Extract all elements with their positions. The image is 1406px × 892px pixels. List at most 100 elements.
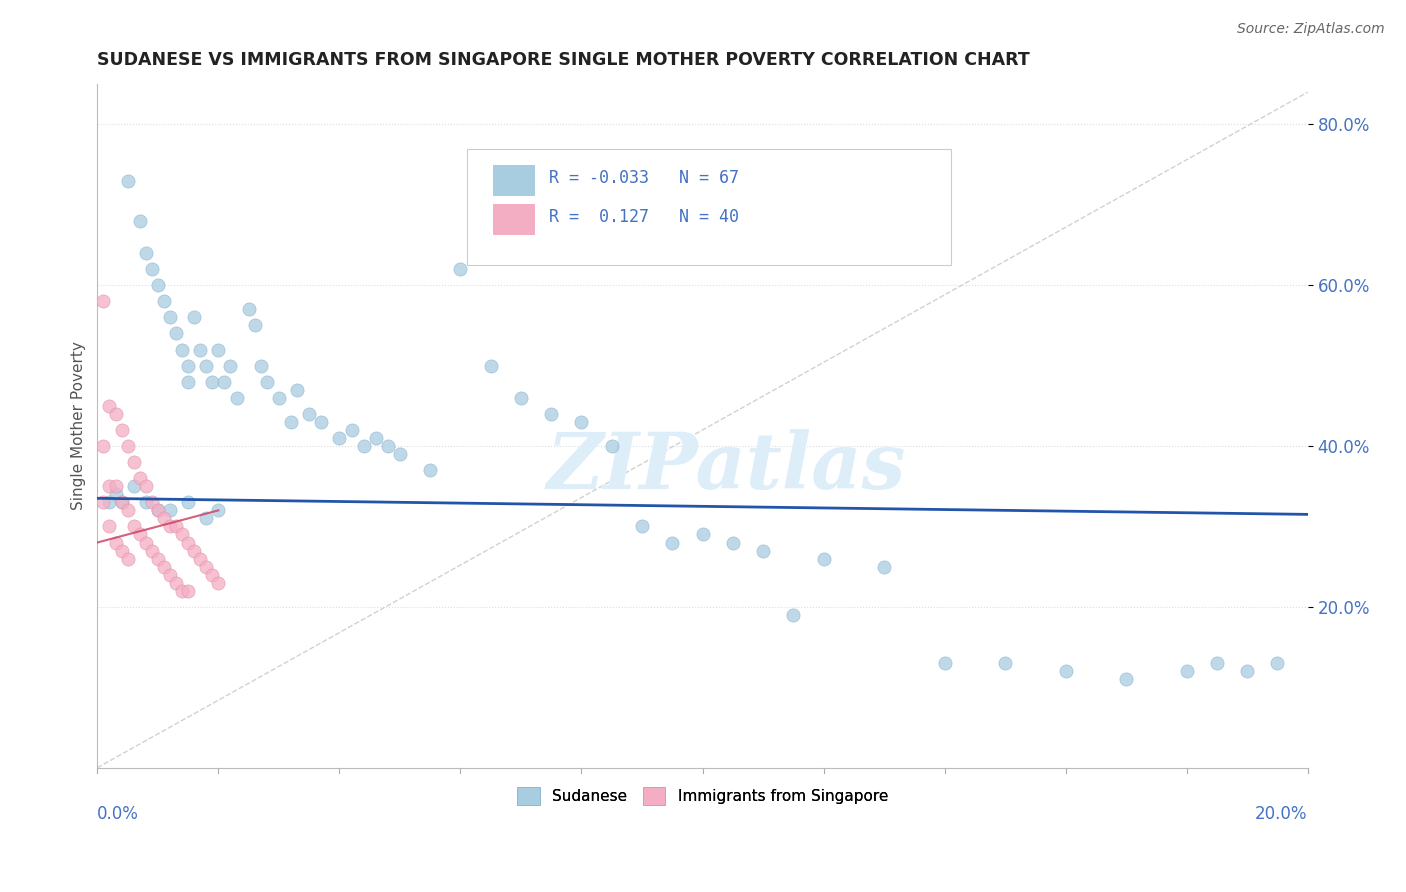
Point — [692, 527, 714, 541]
Point — [661, 535, 683, 549]
Point — [195, 359, 218, 373]
Point — [934, 656, 956, 670]
FancyBboxPatch shape — [494, 203, 536, 235]
Point — [146, 503, 169, 517]
Point — [153, 559, 176, 574]
Point — [631, 519, 654, 533]
Point — [600, 439, 623, 453]
Point — [159, 519, 181, 533]
Point — [752, 543, 775, 558]
Point — [117, 173, 139, 187]
Point — [183, 543, 205, 558]
Point — [309, 415, 332, 429]
Point — [177, 375, 200, 389]
Point — [135, 535, 157, 549]
Point — [994, 656, 1017, 670]
Point — [721, 535, 744, 549]
Point — [377, 439, 399, 453]
Point — [146, 551, 169, 566]
Point — [146, 503, 169, 517]
Point — [141, 495, 163, 509]
Point — [135, 246, 157, 260]
Point — [280, 415, 302, 429]
Legend: Sudanese, Immigrants from Singapore: Sudanese, Immigrants from Singapore — [510, 780, 894, 812]
Point — [110, 423, 132, 437]
Point — [93, 439, 115, 453]
Point — [219, 359, 242, 373]
Point — [141, 543, 163, 558]
Point — [135, 495, 157, 509]
Point — [159, 310, 181, 325]
Point — [510, 391, 533, 405]
Point — [153, 294, 176, 309]
Point — [177, 535, 200, 549]
Point — [177, 583, 200, 598]
Point — [267, 391, 290, 405]
Point — [1206, 656, 1229, 670]
Point — [353, 439, 375, 453]
Point — [141, 262, 163, 277]
Point — [135, 479, 157, 493]
Point — [170, 583, 193, 598]
Point — [98, 495, 121, 509]
Point — [117, 503, 139, 517]
Point — [117, 439, 139, 453]
Point — [571, 415, 593, 429]
Point — [201, 567, 224, 582]
Point — [195, 559, 218, 574]
Point — [328, 431, 350, 445]
Text: 20.0%: 20.0% — [1256, 805, 1308, 823]
Point — [165, 326, 187, 341]
Point — [122, 519, 145, 533]
Point — [188, 551, 211, 566]
Point — [183, 310, 205, 325]
Point — [170, 527, 193, 541]
Point — [128, 471, 150, 485]
Point — [540, 407, 562, 421]
Point — [479, 359, 502, 373]
Point — [104, 479, 127, 493]
FancyBboxPatch shape — [494, 165, 536, 195]
Point — [388, 447, 411, 461]
Point — [1236, 664, 1258, 678]
Point — [298, 407, 321, 421]
Point — [207, 503, 229, 517]
Point — [93, 495, 115, 509]
Point — [1054, 664, 1077, 678]
Text: Source: ZipAtlas.com: Source: ZipAtlas.com — [1237, 22, 1385, 37]
FancyBboxPatch shape — [467, 149, 950, 265]
Point — [128, 214, 150, 228]
Point — [117, 551, 139, 566]
Point — [782, 607, 804, 622]
Point — [177, 495, 200, 509]
Point — [98, 399, 121, 413]
Point — [195, 511, 218, 525]
Text: R =  0.127   N = 40: R = 0.127 N = 40 — [548, 209, 738, 227]
Point — [93, 294, 115, 309]
Y-axis label: Single Mother Poverty: Single Mother Poverty — [72, 342, 86, 510]
Point — [165, 575, 187, 590]
Point — [207, 343, 229, 357]
Point — [98, 479, 121, 493]
Text: R = -0.033   N = 67: R = -0.033 N = 67 — [548, 169, 738, 186]
Point — [813, 551, 835, 566]
Point — [153, 511, 176, 525]
Point — [159, 503, 181, 517]
Point — [364, 431, 387, 445]
Point — [243, 318, 266, 333]
Point — [249, 359, 271, 373]
Point — [110, 543, 132, 558]
Point — [146, 278, 169, 293]
Point — [873, 559, 896, 574]
Text: SUDANESE VS IMMIGRANTS FROM SINGAPORE SINGLE MOTHER POVERTY CORRELATION CHART: SUDANESE VS IMMIGRANTS FROM SINGAPORE SI… — [97, 51, 1031, 69]
Point — [170, 343, 193, 357]
Point — [419, 463, 441, 477]
Point — [201, 375, 224, 389]
Point — [256, 375, 278, 389]
Point — [225, 391, 247, 405]
Point — [177, 359, 200, 373]
Point — [122, 455, 145, 469]
Point — [110, 495, 132, 509]
Point — [214, 375, 236, 389]
Point — [449, 262, 471, 277]
